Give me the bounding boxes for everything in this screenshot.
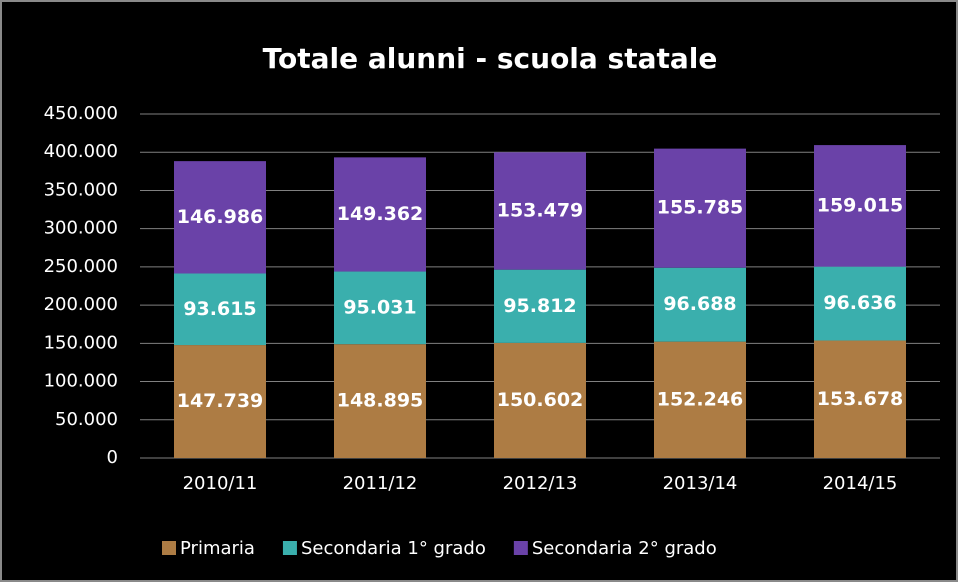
bar-segment: [334, 344, 426, 458]
y-tick-label: 100.000: [44, 371, 118, 392]
bar-segment: [494, 269, 586, 343]
bar-segment: [814, 340, 906, 458]
chart-title: Totale alunni - scuola statale: [263, 42, 718, 75]
data-label: 150.602: [497, 389, 584, 411]
bar-segment: [814, 145, 906, 267]
bar-segment: [814, 266, 906, 341]
data-label: 148.895: [337, 390, 424, 412]
y-tick-label: 50.000: [55, 409, 118, 430]
legend-swatch: [513, 541, 528, 555]
bar-segment: [654, 267, 746, 342]
data-label: 95.031: [343, 296, 416, 318]
y-tick-label: 350.000: [44, 179, 118, 200]
x-tick-label: 2010/11: [183, 473, 258, 494]
data-label: 147.739: [177, 390, 264, 412]
bar-segment: [654, 148, 746, 268]
y-tick-label: 0: [107, 447, 118, 468]
x-tick-label: 2013/14: [663, 473, 738, 494]
x-tick-label: 2011/12: [343, 473, 418, 494]
bar-segment: [494, 152, 586, 270]
y-tick-label: 300.000: [44, 218, 118, 239]
data-label: 149.362: [337, 203, 424, 225]
data-label: 155.785: [657, 197, 744, 219]
bar-segment: [174, 345, 266, 458]
legend-swatch: [162, 541, 176, 555]
y-tick-label: 250.000: [44, 256, 118, 277]
bar-segment: [174, 161, 266, 274]
data-label: 153.678: [817, 388, 904, 410]
bar-segment: [334, 271, 426, 345]
legend-swatch: [282, 541, 297, 555]
y-tick-label: 200.000: [44, 294, 118, 315]
x-tick-label: 2014/15: [823, 473, 898, 494]
bar-segment: [654, 341, 746, 458]
data-label: 93.615: [183, 298, 256, 320]
bar-segment: [174, 273, 266, 346]
data-label: 153.479: [497, 199, 584, 221]
bar-segment: [494, 342, 586, 458]
x-tick-label: 2012/13: [503, 473, 578, 494]
legend-label: Secondaria 2° grado: [532, 538, 717, 559]
y-tick-label: 400.000: [44, 141, 118, 162]
data-label: 96.636: [823, 292, 896, 314]
data-label: 159.015: [817, 194, 904, 216]
bar-segment: [334, 157, 426, 272]
data-label: 96.688: [663, 293, 736, 315]
legend-label: Secondaria 1° grado: [301, 538, 486, 559]
data-label: 95.812: [503, 295, 576, 317]
data-label: 152.246: [657, 388, 744, 410]
data-label: 146.986: [177, 206, 264, 228]
legend-label: Primaria: [180, 538, 255, 559]
y-tick-label: 150.000: [44, 332, 118, 353]
y-tick-label: 450.000: [44, 103, 118, 124]
